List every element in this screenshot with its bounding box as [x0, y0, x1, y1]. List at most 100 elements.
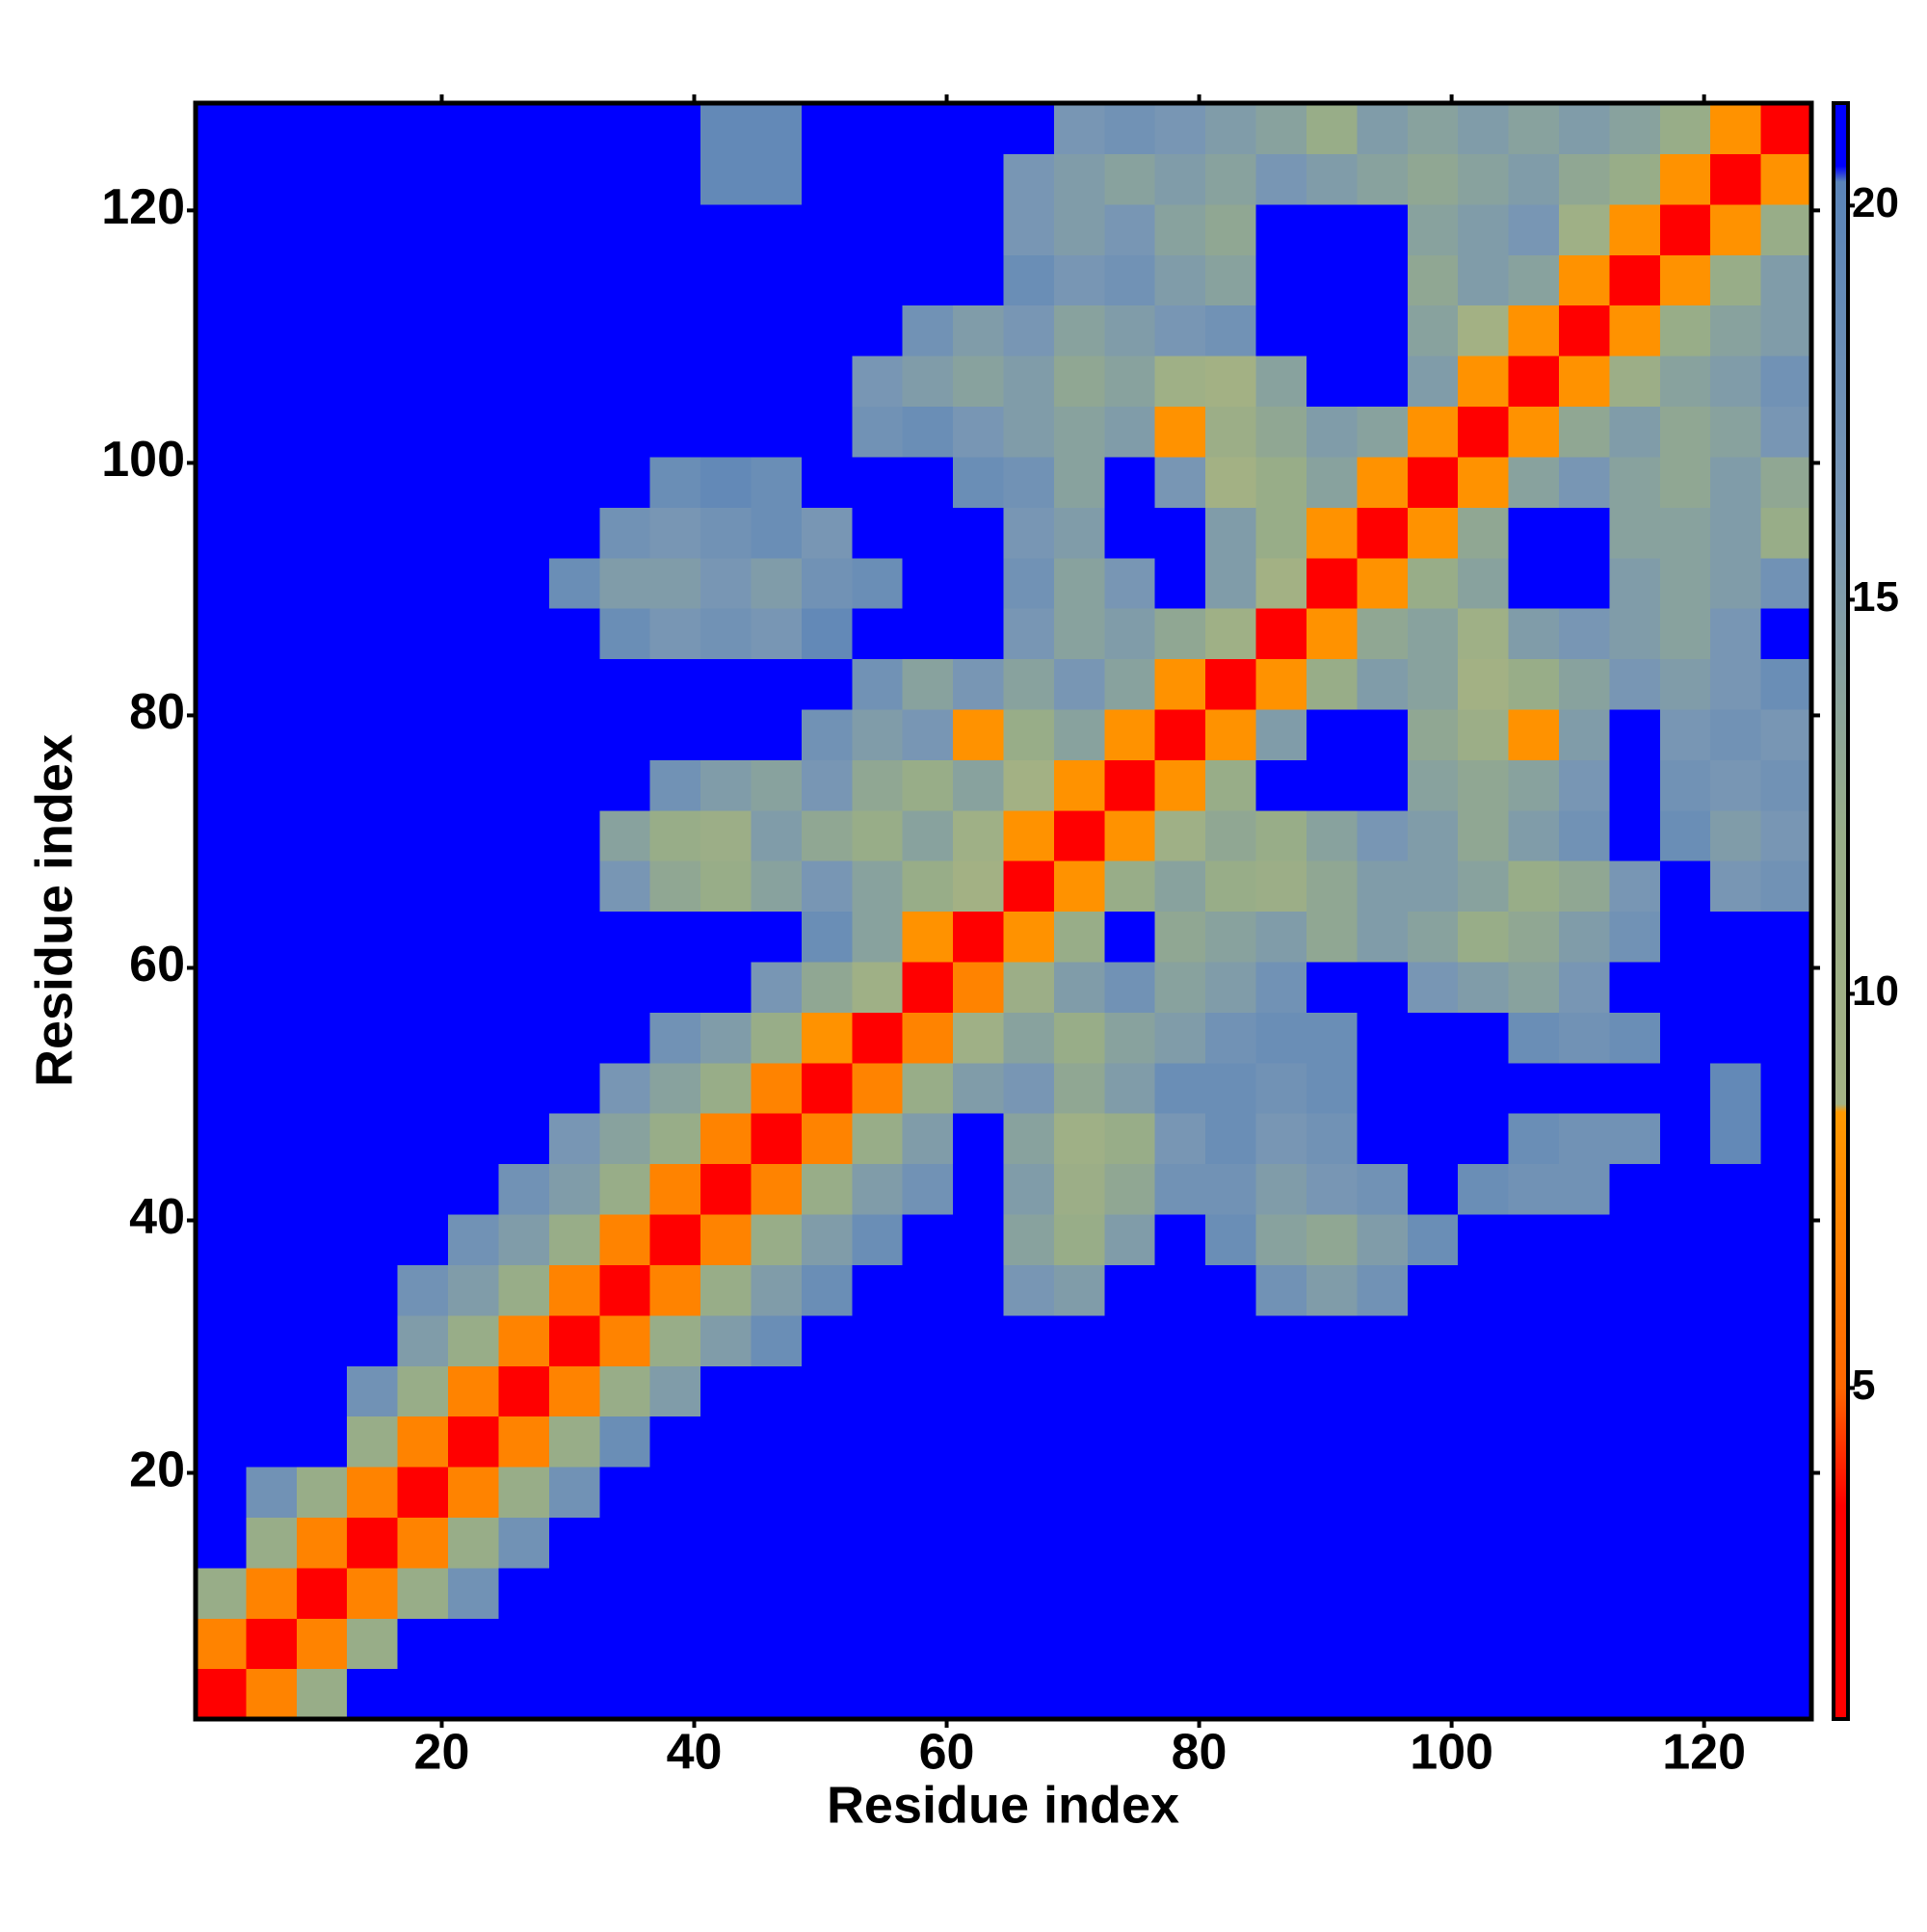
heatmap-cell — [1458, 1618, 1510, 1670]
heatmap-cell — [548, 1113, 600, 1165]
heatmap-cell — [902, 658, 954, 710]
heatmap-cell — [1558, 103, 1610, 155]
heatmap-cell — [902, 1567, 954, 1619]
heatmap-cell — [296, 1416, 348, 1468]
heatmap-cell — [448, 153, 500, 205]
heatmap-cell — [1205, 304, 1257, 357]
heatmap-cell — [902, 456, 954, 508]
heatmap-cell — [448, 1416, 500, 1468]
heatmap-cell — [498, 1416, 550, 1468]
heatmap-cell — [1306, 153, 1358, 205]
heatmap-cell — [852, 759, 904, 811]
heatmap-cell — [1104, 1668, 1156, 1720]
heatmap-cell — [296, 1264, 348, 1316]
heatmap-cell — [548, 1416, 600, 1468]
heatmap-cell — [1609, 1668, 1661, 1720]
heatmap-cell — [548, 911, 600, 963]
heatmap-cell — [196, 911, 248, 963]
heatmap-cell — [1407, 1213, 1459, 1265]
heatmap-cell — [1659, 304, 1711, 357]
heatmap-cell — [246, 1668, 298, 1720]
heatmap-cell — [751, 658, 803, 710]
heatmap-cell — [1357, 1517, 1409, 1569]
heatmap-cell — [196, 456, 248, 508]
heatmap-cell — [1710, 1466, 1762, 1518]
heatmap-cell — [196, 759, 248, 811]
x-tick-label: 120 — [1662, 1725, 1746, 1781]
heatmap-cell — [801, 1012, 853, 1064]
heatmap-cell — [1508, 1416, 1560, 1468]
heatmap-cell — [1053, 961, 1105, 1013]
y-tick-label: 80 — [129, 684, 185, 740]
heatmap-cell — [1760, 103, 1812, 155]
heatmap-cell — [1458, 1668, 1510, 1720]
heatmap-cell — [246, 1517, 298, 1569]
heatmap-cell — [1609, 1567, 1661, 1619]
heatmap-cell — [1558, 1062, 1610, 1114]
heatmap-cell — [649, 759, 701, 811]
heatmap-cell — [347, 1213, 399, 1265]
heatmap-cell — [548, 1264, 600, 1316]
heatmap-cell — [599, 1163, 651, 1215]
heatmap-cell — [1508, 1012, 1560, 1064]
heatmap-cell — [902, 103, 954, 155]
heatmap-cell — [1710, 103, 1762, 155]
heatmap-cell — [902, 1618, 954, 1670]
heatmap-cell — [498, 1618, 550, 1670]
heatmap-cell — [347, 1668, 399, 1720]
heatmap-cell — [1255, 1567, 1307, 1619]
heatmap-cell — [1306, 507, 1358, 559]
heatmap-cell — [1205, 356, 1257, 408]
heatmap-cell — [1710, 1517, 1762, 1569]
heatmap-cell — [801, 557, 853, 609]
heatmap-cell — [397, 1517, 449, 1569]
heatmap-cell — [1458, 153, 1510, 205]
heatmap-cell — [1255, 1314, 1307, 1366]
heatmap-cell — [548, 658, 600, 710]
heatmap-cell — [548, 406, 600, 458]
heatmap-cell — [1053, 1113, 1105, 1165]
heatmap-cell — [1255, 1113, 1307, 1165]
heatmap-cell — [1053, 708, 1105, 760]
heatmap-cell — [1053, 1416, 1105, 1468]
heatmap-cell — [498, 203, 550, 255]
heatmap-cell — [1357, 1163, 1409, 1215]
heatmap-cell — [1154, 1567, 1206, 1619]
colorbar — [1832, 101, 1850, 1721]
heatmap-cell — [599, 911, 651, 963]
heatmap-cell — [1306, 860, 1358, 913]
heatmap-cell — [1104, 304, 1156, 357]
heatmap-cell — [1407, 1264, 1459, 1316]
heatmap-cell — [649, 304, 701, 357]
heatmap-cell — [599, 557, 651, 609]
heatmap-cell — [1255, 1163, 1307, 1215]
heatmap-cell — [1255, 1365, 1307, 1417]
heatmap-cell — [700, 153, 752, 205]
heatmap-cell — [1760, 1314, 1812, 1366]
heatmap-cell — [296, 1012, 348, 1064]
heatmap-cell — [852, 1163, 904, 1215]
heatmap-cell — [1508, 406, 1560, 458]
heatmap-cell — [801, 961, 853, 1013]
heatmap-cell — [953, 961, 1005, 1013]
heatmap-cell — [1357, 658, 1409, 710]
heatmap-cell — [1003, 507, 1055, 559]
heatmap-cell — [1053, 406, 1105, 458]
heatmap-cell — [397, 1062, 449, 1114]
heatmap-cell — [1255, 203, 1307, 255]
heatmap-cell — [1760, 153, 1812, 205]
heatmap-cell — [196, 1213, 248, 1265]
heatmap-cell — [700, 203, 752, 255]
heatmap-cell — [953, 759, 1005, 811]
heatmap-cell — [548, 356, 600, 408]
heatmap-cell — [347, 1264, 399, 1316]
heatmap-cell — [902, 911, 954, 963]
heatmap-cell — [246, 1264, 298, 1316]
heatmap-cell — [1609, 1466, 1661, 1518]
heatmap-cell — [1357, 356, 1409, 408]
heatmap-cell — [902, 1113, 954, 1165]
heatmap-cell — [902, 557, 954, 609]
heatmap-cell — [1508, 456, 1560, 508]
heatmap-cell — [1104, 961, 1156, 1013]
heatmap-cell — [751, 1365, 803, 1417]
